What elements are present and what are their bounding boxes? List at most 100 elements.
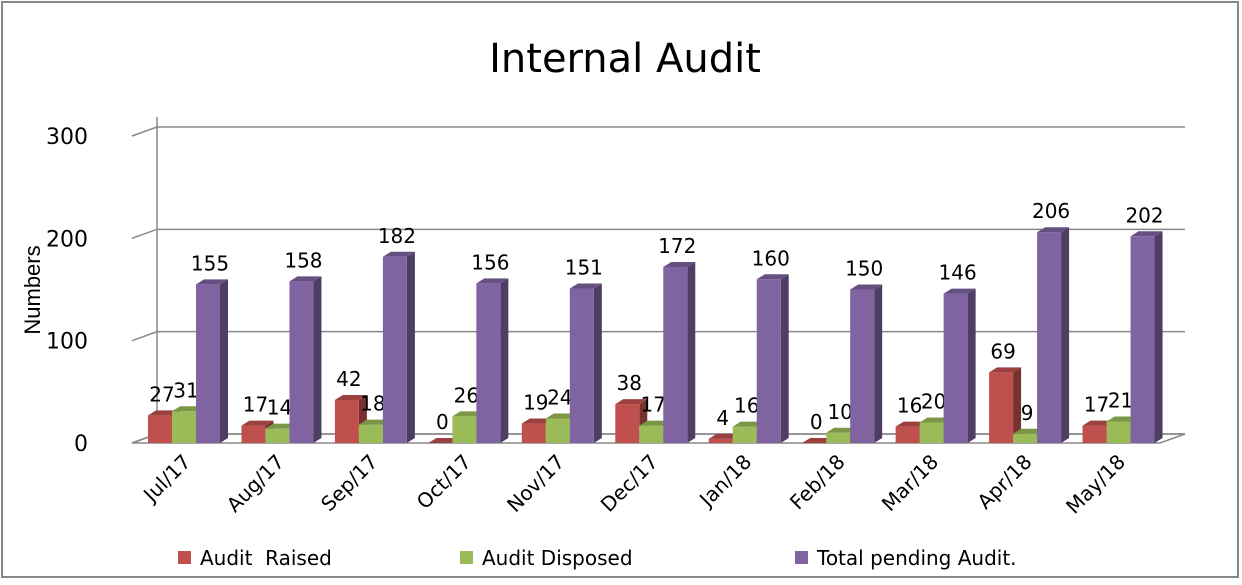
bar-side xyxy=(1013,367,1022,443)
bar-front xyxy=(1082,425,1107,443)
value-label: 158 xyxy=(284,248,322,272)
value-label: 26 xyxy=(454,383,479,407)
bar xyxy=(1130,231,1163,443)
value-label: 172 xyxy=(658,234,696,258)
bar-top xyxy=(943,288,976,294)
bar-side xyxy=(967,288,976,443)
value-label: 69 xyxy=(990,339,1015,363)
value-label: 38 xyxy=(617,371,642,395)
bar-top xyxy=(334,395,367,401)
bar xyxy=(569,283,602,443)
value-label: 182 xyxy=(378,224,416,248)
value-label: 31 xyxy=(173,378,198,402)
bar-front xyxy=(943,293,968,443)
bar-front xyxy=(850,289,875,443)
bar xyxy=(289,276,322,443)
bar-side xyxy=(780,274,789,443)
value-label: 4 xyxy=(716,406,729,430)
bar-top xyxy=(476,278,509,284)
bar-front xyxy=(1013,433,1038,443)
bar xyxy=(196,279,228,443)
bar-top xyxy=(615,399,648,405)
bar xyxy=(850,284,883,443)
value-label: 206 xyxy=(1032,199,1070,223)
value-label: 155 xyxy=(191,251,229,275)
bar-top xyxy=(663,261,696,267)
bar-front xyxy=(196,284,220,443)
bar-side xyxy=(313,276,322,443)
bar xyxy=(1037,227,1070,443)
value-label: 16 xyxy=(734,394,759,418)
bar xyxy=(989,367,1022,443)
value-label: 14 xyxy=(267,396,292,420)
bar xyxy=(663,261,696,443)
bar xyxy=(476,278,509,443)
bar-front xyxy=(615,404,640,443)
bar-front xyxy=(639,425,664,443)
bar-front xyxy=(826,432,851,443)
bar-front xyxy=(756,279,781,443)
bar xyxy=(382,251,415,443)
value-label: 16 xyxy=(897,394,922,418)
bar-top xyxy=(756,274,789,280)
value-label: 9 xyxy=(1021,401,1034,425)
legend-swatch xyxy=(795,551,808,564)
bar-front xyxy=(1037,232,1062,443)
bar-side xyxy=(500,278,509,443)
bar-front xyxy=(569,288,594,443)
y-tick-label: 100 xyxy=(46,330,88,355)
y-axis-label: Numbers xyxy=(20,245,45,334)
value-label: 150 xyxy=(845,257,883,281)
value-label: 0 xyxy=(810,410,823,434)
bar-front xyxy=(895,426,920,443)
legend-label: Audit Disposed xyxy=(482,546,633,570)
y-tick-label: 200 xyxy=(46,227,88,252)
value-label: 156 xyxy=(471,250,509,274)
bar-side xyxy=(220,279,228,443)
value-label: 20 xyxy=(921,390,946,414)
y-tick-label: 300 xyxy=(46,125,88,150)
value-label: 42 xyxy=(336,367,361,391)
bar-top xyxy=(289,276,322,282)
bar-front xyxy=(476,283,501,443)
y-tick-label: 0 xyxy=(74,432,88,457)
bar-front xyxy=(148,415,172,443)
chart-title: Internal Audit xyxy=(489,36,761,82)
bar-front xyxy=(521,423,546,443)
bar-side xyxy=(1154,231,1163,443)
bar-top xyxy=(850,284,883,290)
value-label: 21 xyxy=(1108,389,1133,413)
value-label: 17 xyxy=(641,393,666,417)
bar-side xyxy=(406,251,415,443)
bar-front xyxy=(382,256,407,443)
bar xyxy=(943,288,976,443)
bar-front xyxy=(241,425,266,443)
bar-side xyxy=(687,261,696,443)
legend-label: Audit Raised xyxy=(200,546,332,570)
bar-front xyxy=(545,418,570,443)
bar-front xyxy=(334,400,359,443)
bar-top xyxy=(1037,227,1070,233)
value-label: 10 xyxy=(827,400,852,424)
bar-top xyxy=(569,283,602,289)
legend-swatch xyxy=(460,551,473,564)
value-label: 202 xyxy=(1125,203,1163,227)
bar-front xyxy=(989,372,1014,443)
bar xyxy=(756,274,789,443)
bar-front xyxy=(452,416,477,443)
bar-top xyxy=(196,279,228,285)
grid-line xyxy=(131,228,1185,240)
grid-line xyxy=(131,330,1185,342)
bar-front xyxy=(265,428,290,443)
bar-front xyxy=(358,424,383,443)
value-label: 19 xyxy=(523,391,548,415)
bar-front xyxy=(1130,236,1155,443)
bar-front xyxy=(663,266,688,443)
legend-label: Total pending Audit. xyxy=(816,546,1017,570)
bar-front xyxy=(1106,421,1131,443)
value-label: 0 xyxy=(436,410,449,434)
bar-top xyxy=(989,367,1022,373)
value-label: 17 xyxy=(243,393,268,417)
value-label: 24 xyxy=(547,385,572,409)
